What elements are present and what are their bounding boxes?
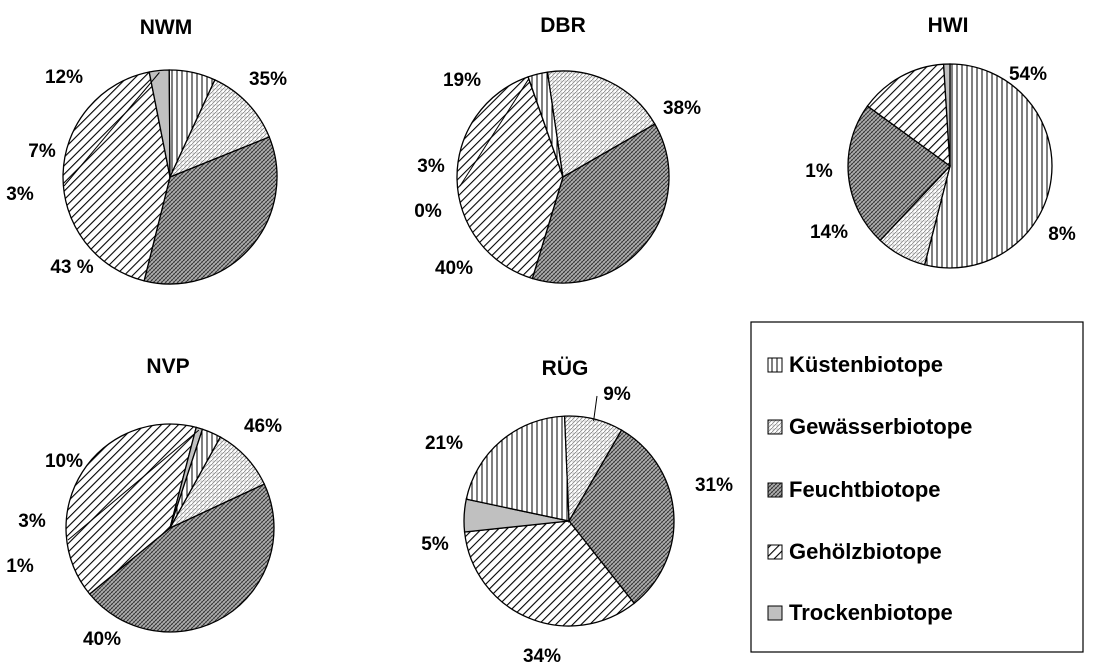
chart-title-nvp: NVP xyxy=(146,355,189,378)
legend-label-feuchtbiotope: Feuchtbiotope xyxy=(789,477,941,502)
pie-slice-dbr-gewaesserbiotope xyxy=(546,70,656,179)
data-label-hwi-gewaesserbiotope: 8% xyxy=(1048,224,1076,245)
pie-slice-hwi-kuestenbiotope xyxy=(923,63,1053,269)
legend: Küstenbiotope Gewässerbiotope Feuchtbiot… xyxy=(750,321,1084,653)
pie-slice-nvp-gewaesserbiotope xyxy=(168,436,266,530)
legend-label-gehoelzbiotope: Gehölzbiotope xyxy=(789,539,942,564)
legend-label-trockenbiotope: Trockenbiotope xyxy=(789,600,953,625)
legend-swatch-feuchtbiotope xyxy=(767,482,783,498)
legend-label-gewaesserbiotope: Gewässerbiotope xyxy=(789,414,972,439)
pie-slice-nvp-feuchtbiotope xyxy=(88,483,275,633)
data-label-nwm-kuestenbiotope: 7% xyxy=(28,141,56,162)
data-label-nvp-gewaesserbiotope: 10% xyxy=(45,451,83,472)
pie-slice-nwm-gewaesserbiotope xyxy=(168,79,271,179)
data-label-rg-feuchtbiotope: 31% xyxy=(695,475,733,496)
pie-slice-nwm-gehoelzbiotope xyxy=(62,71,171,282)
pie-slice-hwi-gehoelzbiotope xyxy=(866,63,951,168)
legend-swatch-gehoelzbiotope xyxy=(767,544,783,560)
data-label-dbr-feuchtbiotope: 38% xyxy=(663,98,701,119)
data-label-hwi-trockenbiotope: 1% xyxy=(805,161,833,182)
data-label-dbr-gewaesserbiotope: 19% xyxy=(443,70,481,91)
data-label-rg-gewaesserbiotope: 9% xyxy=(603,384,631,405)
leader-line-nwm-trockenbiotope xyxy=(63,72,160,187)
data-label-rg-gehoelzbiotope: 34% xyxy=(523,646,561,665)
legend-box xyxy=(750,321,1084,653)
data-label-dbr-trockenbiotope: 0% xyxy=(414,201,442,222)
pie-slice-rg-kuestenbiotope xyxy=(465,415,570,522)
data-label-rg-trockenbiotope: 5% xyxy=(421,534,449,555)
legend-label-kuestenbiotope: Küstenbiotope xyxy=(789,352,943,377)
data-label-dbr-gehoelzbiotope: 40% xyxy=(435,258,473,279)
leader-line-dbr-trockenbiotope xyxy=(459,78,530,187)
pie-slice-nvp-gehoelzbiotope xyxy=(65,423,198,595)
data-label-nvp-trockenbiotope: 1% xyxy=(6,556,34,577)
legend-swatch-kuestenbiotope xyxy=(767,357,783,373)
data-label-nwm-gehoelzbiotope: 43 % xyxy=(50,257,93,278)
pie-group: 35% 43 % 3% 7% 12% 38% 40% 0% 3% 19% 54% 8% 14% 1% 46%… xyxy=(6,63,1076,665)
data-label-nwm-trockenbiotope: 3% xyxy=(6,184,34,205)
data-label-hwi-kuestenbiotope: 54% xyxy=(1009,64,1047,85)
pie-slice-hwi-trockenbiotope xyxy=(942,63,951,167)
pie-slice-dbr-gehoelzbiotope xyxy=(456,76,564,280)
chart-title-nwm: NWM xyxy=(140,16,192,39)
pie-slice-rg-feuchtbiotope xyxy=(568,429,675,605)
legend-swatch-trockenbiotope xyxy=(767,605,783,621)
chart-title-rug: RÜG xyxy=(542,357,589,380)
pie-slice-nwm-feuchtbiotope xyxy=(143,136,278,285)
leader-line-nvp-trockenbiotope xyxy=(67,429,200,541)
data-label-nvp-feuchtbiotope: 46% xyxy=(244,416,282,437)
legend-swatch-gewaesserbiotope xyxy=(767,419,783,435)
data-label-nwm-gewaesserbiotope: 12% xyxy=(45,67,83,88)
data-label-nvp-kuestenbiotope: 3% xyxy=(18,511,46,532)
data-label-nvp-gehoelzbiotope: 40% xyxy=(83,629,121,650)
data-label-hwi-gehoelzbiotope: 14% xyxy=(810,222,848,243)
data-label-nwm-feuchtbiotope: 35% xyxy=(249,69,287,90)
pie-slice-dbr-feuchtbiotope xyxy=(531,123,670,284)
pie-slice-rg-gehoelzbiotope xyxy=(463,520,636,627)
chart-title-dbr: DBR xyxy=(540,14,586,37)
chart-title-hwi: HWI xyxy=(928,14,969,37)
data-label-dbr-kuestenbiotope: 3% xyxy=(417,156,445,177)
leader-line-rg-gewaesserbiotope xyxy=(593,395,598,422)
data-label-rg-kuestenbiotope: 21% xyxy=(425,433,463,454)
pie-slice-hwi-feuchtbiotope xyxy=(847,105,951,242)
